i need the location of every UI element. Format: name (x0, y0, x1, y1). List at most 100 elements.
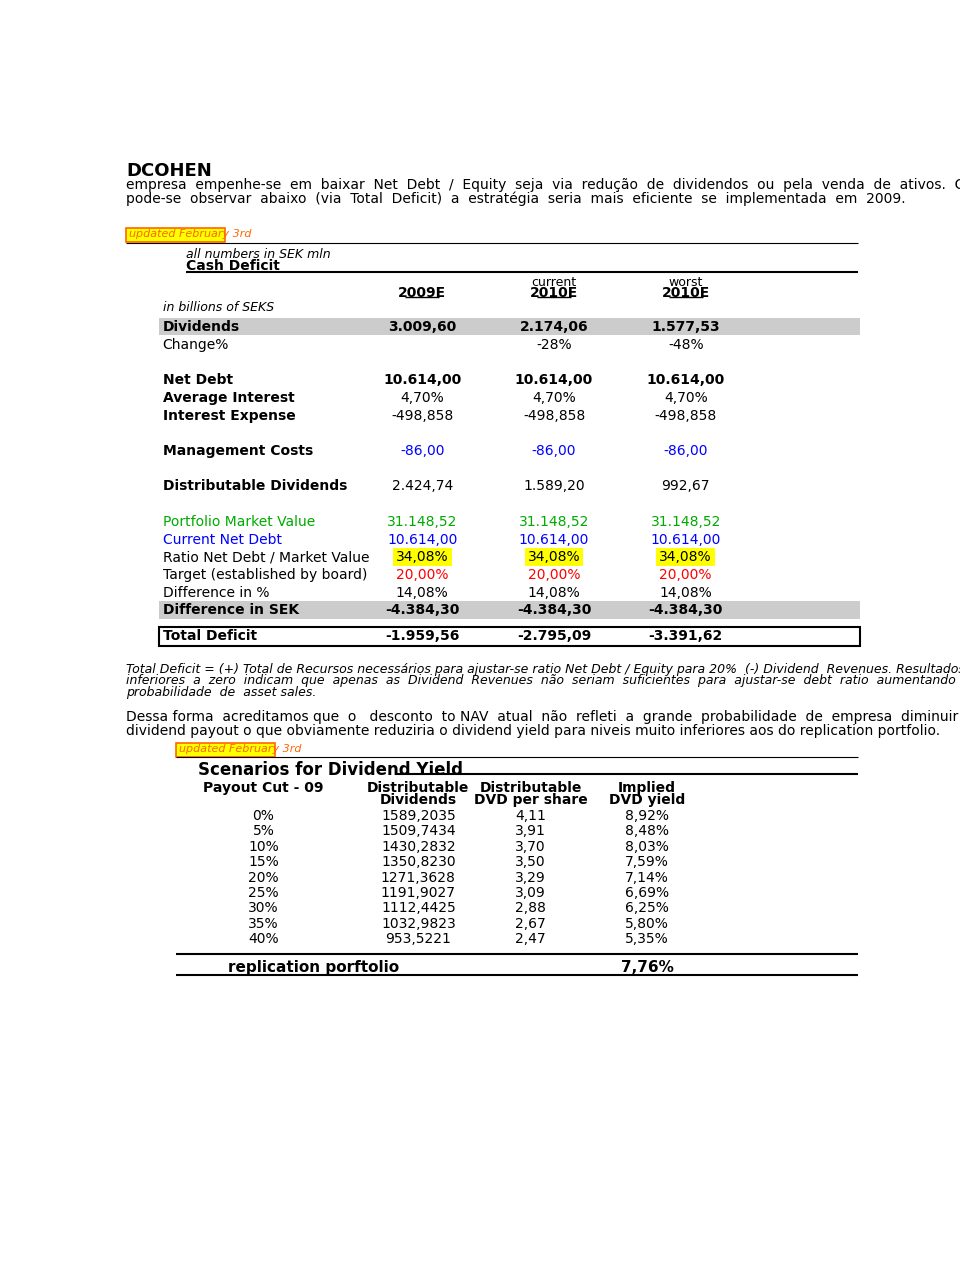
Text: 992,67: 992,67 (661, 480, 710, 493)
Bar (126, 228, 226, 242)
Text: -498,858: -498,858 (523, 409, 586, 423)
Text: -4.384,30: -4.384,30 (385, 603, 460, 617)
Text: 34,08%: 34,08% (660, 550, 712, 564)
Text: dividend payout o que obviamente reduziria o dividend yield para niveis muito in: dividend payout o que obviamente reduzir… (126, 724, 941, 738)
Text: DCOHEN: DCOHEN (126, 163, 212, 180)
Text: 31.148,52: 31.148,52 (651, 515, 721, 529)
Text: 8,92%: 8,92% (625, 809, 669, 823)
Text: -48%: -48% (668, 338, 704, 352)
Bar (176, 743, 275, 757)
Text: 10.614,00: 10.614,00 (383, 374, 462, 387)
Text: Distributable: Distributable (480, 781, 582, 795)
Text: 2.174,06: 2.174,06 (519, 321, 588, 334)
Text: Management Costs: Management Costs (162, 444, 313, 458)
Text: 1589,2035: 1589,2035 (381, 809, 456, 823)
Text: Average Interest: Average Interest (162, 391, 295, 405)
Bar (657, 548, 715, 565)
Text: Total Deficit: Total Deficit (162, 628, 256, 642)
Text: replication porftolio: replication porftolio (228, 960, 399, 976)
Text: Payout Cut - 09: Payout Cut - 09 (204, 781, 324, 795)
Text: Implied: Implied (618, 781, 676, 795)
Text: 1032,9823: 1032,9823 (381, 916, 456, 931)
Text: 14,08%: 14,08% (396, 586, 448, 599)
Text: Cash Deficit: Cash Deficit (186, 259, 279, 274)
Text: 10%: 10% (248, 839, 278, 854)
Text: 5,80%: 5,80% (625, 916, 669, 931)
Text: 2,67: 2,67 (516, 916, 546, 931)
Bar (158, 601, 860, 618)
Text: 4,70%: 4,70% (400, 391, 444, 405)
Text: Distributable Dividends: Distributable Dividends (162, 480, 347, 493)
Text: Ratio Net Debt / Market Value: Ratio Net Debt / Market Value (162, 550, 370, 564)
Text: all numbers in SEK mln: all numbers in SEK mln (186, 249, 330, 261)
Text: 1112,4425: 1112,4425 (381, 901, 456, 915)
Text: probabilidade  de  asset sales.: probabilidade de asset sales. (126, 685, 317, 699)
Text: 3,29: 3,29 (516, 871, 546, 885)
Text: -498,858: -498,858 (655, 409, 717, 423)
Text: updated February 3rd: updated February 3rd (179, 743, 301, 753)
Text: 25%: 25% (248, 886, 278, 900)
Text: 31.148,52: 31.148,52 (518, 515, 589, 529)
Text: 5,35%: 5,35% (625, 933, 669, 946)
Text: DVD per share: DVD per share (474, 793, 588, 806)
Text: 2010E: 2010E (530, 286, 578, 300)
Text: Portfolio Market Value: Portfolio Market Value (162, 515, 315, 529)
Text: 10.614,00: 10.614,00 (651, 533, 721, 546)
Text: 35%: 35% (248, 916, 278, 931)
Text: 15%: 15% (248, 856, 278, 870)
Text: 1191,9027: 1191,9027 (381, 886, 456, 900)
Text: current: current (532, 276, 577, 289)
Text: 3,09: 3,09 (516, 886, 546, 900)
Text: Current Net Debt: Current Net Debt (162, 533, 281, 546)
Text: 2.424,74: 2.424,74 (392, 480, 453, 493)
Text: -4.384,30: -4.384,30 (649, 603, 723, 617)
Text: 8,48%: 8,48% (625, 824, 669, 838)
Text: Net Debt: Net Debt (162, 374, 232, 387)
Text: Change%: Change% (162, 338, 229, 352)
Text: 10.614,00: 10.614,00 (387, 533, 457, 546)
Text: 7,76%: 7,76% (620, 960, 673, 976)
Text: 2009E: 2009E (398, 286, 446, 300)
Text: 10.614,00: 10.614,00 (518, 533, 589, 546)
Text: -86,00: -86,00 (532, 444, 576, 458)
Text: worst: worst (668, 276, 703, 289)
Text: inferiores  a  zero  indicam  que  apenas  as  Dividend  Revenues  não  seriam  : inferiores a zero indicam que apenas as … (126, 674, 960, 688)
Bar (176, 743, 275, 757)
Text: updated February 3rd: updated February 3rd (130, 230, 252, 240)
Bar (158, 626, 860, 646)
Text: -498,858: -498,858 (391, 409, 453, 423)
Text: -86,00: -86,00 (400, 444, 444, 458)
Text: 2010E: 2010E (661, 286, 709, 300)
Text: 40%: 40% (248, 933, 278, 946)
Text: 7,14%: 7,14% (625, 871, 669, 885)
Text: Difference in SEK: Difference in SEK (162, 603, 299, 617)
Text: 31.148,52: 31.148,52 (387, 515, 457, 529)
Text: 4,11: 4,11 (516, 809, 546, 823)
Text: 20,00%: 20,00% (528, 568, 580, 582)
Text: 1350,8230: 1350,8230 (381, 856, 456, 870)
Text: DVD yield: DVD yield (609, 793, 685, 806)
Text: -86,00: -86,00 (663, 444, 708, 458)
Text: pode-se  observar  abaixo  (via  Total  Deficit)  a  estratégia  seria  mais  ef: pode-se observar abaixo (via Total Defic… (126, 192, 906, 206)
Bar (393, 548, 452, 565)
Text: 20%: 20% (248, 871, 278, 885)
Text: Difference in %: Difference in % (162, 586, 269, 599)
Text: empresa  empenhe-se  em  baixar  Net  Debt  /  Equity  seja  via  redução  de  d: empresa empenhe-se em baixar Net Debt / … (126, 178, 960, 192)
Text: 0%: 0% (252, 809, 275, 823)
Text: -1.959,56: -1.959,56 (385, 628, 460, 642)
Text: 4,70%: 4,70% (532, 391, 576, 405)
Text: Dividends: Dividends (380, 793, 457, 806)
Text: 14,08%: 14,08% (528, 586, 581, 599)
Text: Scenarios for Dividend Yield: Scenarios for Dividend Yield (198, 761, 463, 779)
Text: 3.009,60: 3.009,60 (388, 321, 456, 334)
Text: 34,08%: 34,08% (396, 550, 448, 564)
Bar (126, 228, 226, 242)
Text: 7,59%: 7,59% (625, 856, 669, 870)
Text: 4,70%: 4,70% (664, 391, 708, 405)
Bar (524, 548, 584, 565)
Text: 6,25%: 6,25% (625, 901, 669, 915)
Text: 6,69%: 6,69% (625, 886, 669, 900)
Text: Interest Expense: Interest Expense (162, 409, 296, 423)
Text: 10.614,00: 10.614,00 (515, 374, 593, 387)
Text: 20,00%: 20,00% (396, 568, 448, 582)
